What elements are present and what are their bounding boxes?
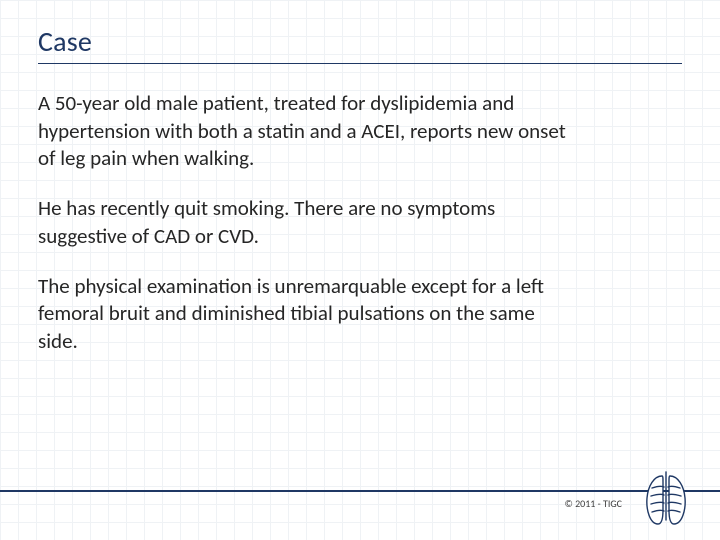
- slide-container: Case A 50-year old male patient, treated…: [0, 0, 720, 540]
- footer-rule: [0, 490, 720, 492]
- paragraph: He has recently quit smoking. There are …: [38, 195, 578, 250]
- copyright-text: © 2011 - TIGC: [565, 497, 623, 510]
- slide-body: A 50-year old male patient, treated for …: [38, 90, 682, 356]
- paragraph: The physical examination is unremarquabl…: [38, 273, 578, 356]
- logo-icon: [640, 470, 692, 530]
- paragraph: A 50-year old male patient, treated for …: [38, 90, 578, 173]
- slide-title: Case: [38, 24, 682, 59]
- title-underline: [38, 63, 682, 64]
